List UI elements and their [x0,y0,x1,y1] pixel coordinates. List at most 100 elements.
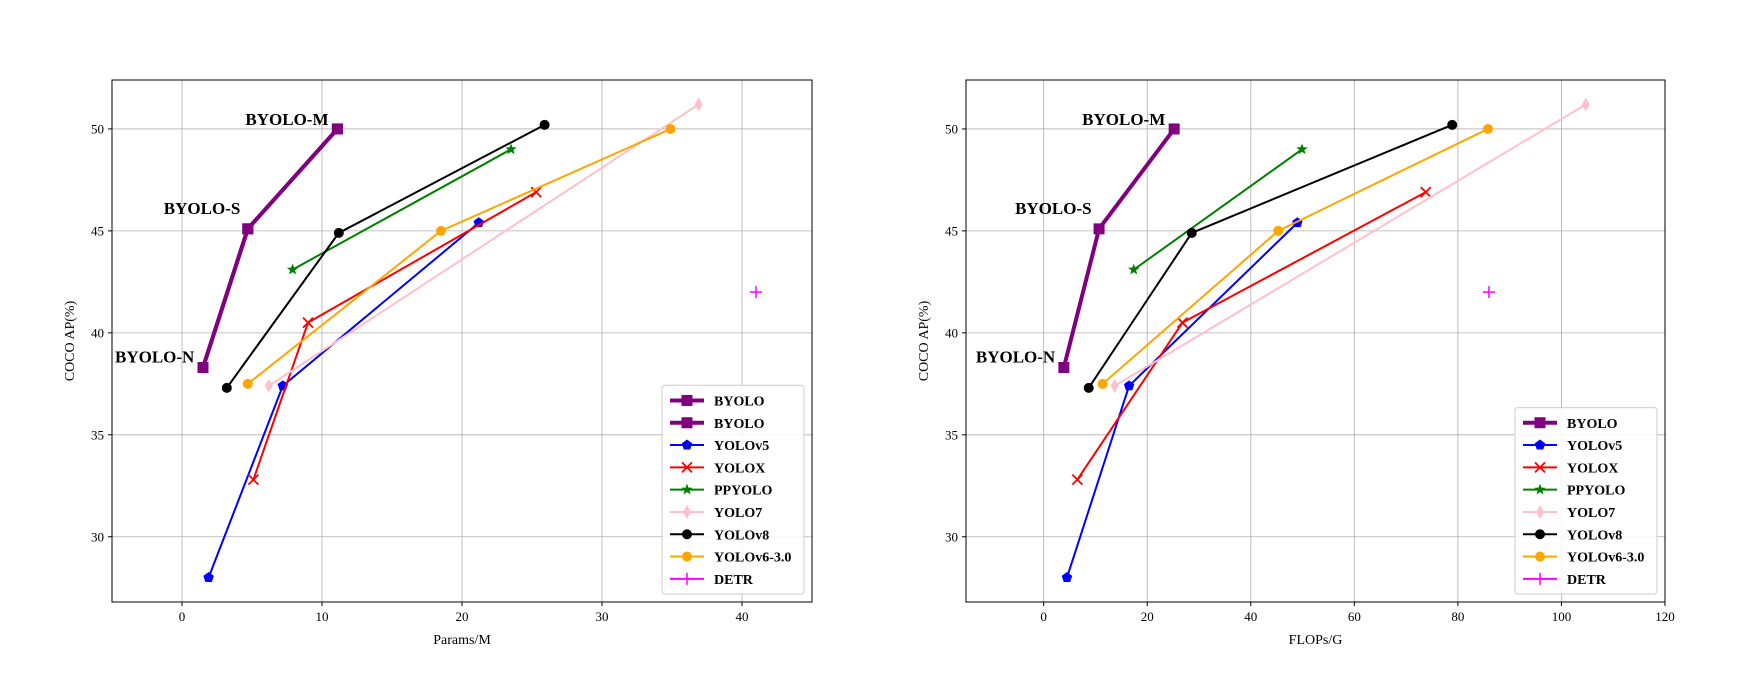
data-point [530,186,542,198]
legend-label: YOLOv6-3.0 [1567,551,1644,566]
y-axis-label: COCO AP(%) [917,300,932,381]
y-tick-label: 30 [945,529,958,544]
legend-label: DETR [1567,573,1607,588]
x-tick-label: 80 [1451,609,1464,624]
annotation-label: BYOLO-S [1015,199,1092,218]
legend-box [661,384,805,595]
legend-marker [1534,461,1546,473]
data-point [1482,123,1493,134]
annotation-label: BYOLO-M [245,110,328,129]
legend-item: PPYOLO [1523,483,1625,499]
chart-panel-2: 0 20 40 60 80 100 120 30 35 40 45 50 FLOPs/G COCO AP(… [917,79,1675,648]
y-axis-label: COCO AP(%) [63,300,78,381]
x-tick-label: 20 [1141,609,1154,624]
legend-item: YOLOX [670,461,765,476]
legend-item: YOLOv6-3.0 [670,551,791,566]
data-point [286,263,299,275]
annotation-label: BYOLO-S [164,199,241,218]
legend-item: YOLOv5 [670,439,769,454]
data-point [333,227,344,238]
legend-marker [682,529,692,540]
legend-label: YOLOv6-3.0 [714,551,791,566]
data-point [1061,572,1073,582]
legend-item: YOLOv6-3.0 [1523,551,1644,566]
legend-marker [1535,529,1545,540]
ticks: 0 20 40 60 80 100 120 30 35 40 45 50 [945,121,1675,624]
legend-label: YOLO7 [1567,506,1615,521]
series-byolo [1058,123,1180,374]
data-point [1093,223,1105,235]
legend-marker [682,551,692,562]
x-tick-label: 60 [1348,609,1361,624]
series-line [201,127,339,369]
x-axis-label: Params/M [433,633,491,648]
data-point [264,378,273,393]
data-point [1482,286,1495,299]
series-detr [1482,286,1495,299]
legend-marker [681,394,693,406]
series-line [292,148,512,271]
data-point [242,378,253,389]
data-point [1296,143,1308,155]
legend-marker [681,572,693,585]
series-detr [750,286,762,299]
series-yolov6-3.0 [242,123,676,389]
series-ppyolo [1128,143,1308,275]
legend-marker [681,417,693,429]
legend-label: PPYOLO [714,484,772,499]
x-tick-label: 20 [456,609,469,624]
y-tick-label: 45 [91,223,104,238]
data-point [221,382,232,393]
y-tick-label: 35 [945,427,958,442]
legend-marker [1536,504,1544,519]
legend-box [1514,407,1658,595]
legend-item: YOLOX [1523,461,1618,476]
grid [112,80,812,602]
data-point [1420,186,1432,198]
data-point [436,225,446,236]
legend-label: YOLO7 [714,506,762,521]
series-byolo [197,123,343,374]
data-point [1186,227,1197,238]
legend-item: YOLO7 [670,504,762,521]
x-tick-label: 100 [1552,609,1572,624]
data-point [331,123,343,135]
data-point [694,97,703,112]
legend: BYOLO BYOLO YOLOv5 YOLOX PPYOLO YOLO7 YOLOv8 YO… [661,384,805,595]
chart-panel-1: 0 10 20 30 40 30 35 40 45 50 Params/M COCO AP(%) BYO… [63,79,813,648]
series-yolov8 [1083,119,1458,393]
series-group [197,97,762,582]
series-ppyolo [286,143,517,275]
series-byolo [197,123,343,374]
legend-label: PPYOLO [1567,484,1625,499]
data-point [1176,317,1189,329]
series-line [1061,127,1176,369]
data-point [203,572,214,582]
data-point [1097,378,1108,389]
data-point [665,123,676,134]
data-point [1168,123,1180,135]
legend-marker [681,461,693,473]
legend-marker [1534,439,1546,450]
y-tick-label: 35 [91,427,104,442]
legend: BYOLO YOLOv5 YOLOX PPYOLO YOLO7 YOLOv8 YOLOv6-… [1514,407,1658,595]
x-tick-label: 10 [316,609,329,624]
legend-label: BYOLO [1567,417,1618,432]
annotation-label: BYOLO-N [976,348,1056,367]
y-tick-label: 50 [945,121,958,136]
data-point [302,317,314,329]
series-group [1058,97,1590,582]
series-yolox [247,186,542,486]
series-yolo7 [1110,97,1590,393]
x-tick-label: 40 [736,609,749,624]
legend-item: YOLO7 [1523,504,1615,521]
legend-item: DETR [1523,572,1607,588]
series-line [268,103,700,387]
legend-label: YOLOv8 [1567,528,1622,543]
legend-item: BYOLO [1523,417,1618,432]
data-point [242,223,254,235]
series-line [252,191,537,480]
legend-item: YOLOv8 [670,528,769,543]
legend-label: YOLOX [714,461,765,476]
